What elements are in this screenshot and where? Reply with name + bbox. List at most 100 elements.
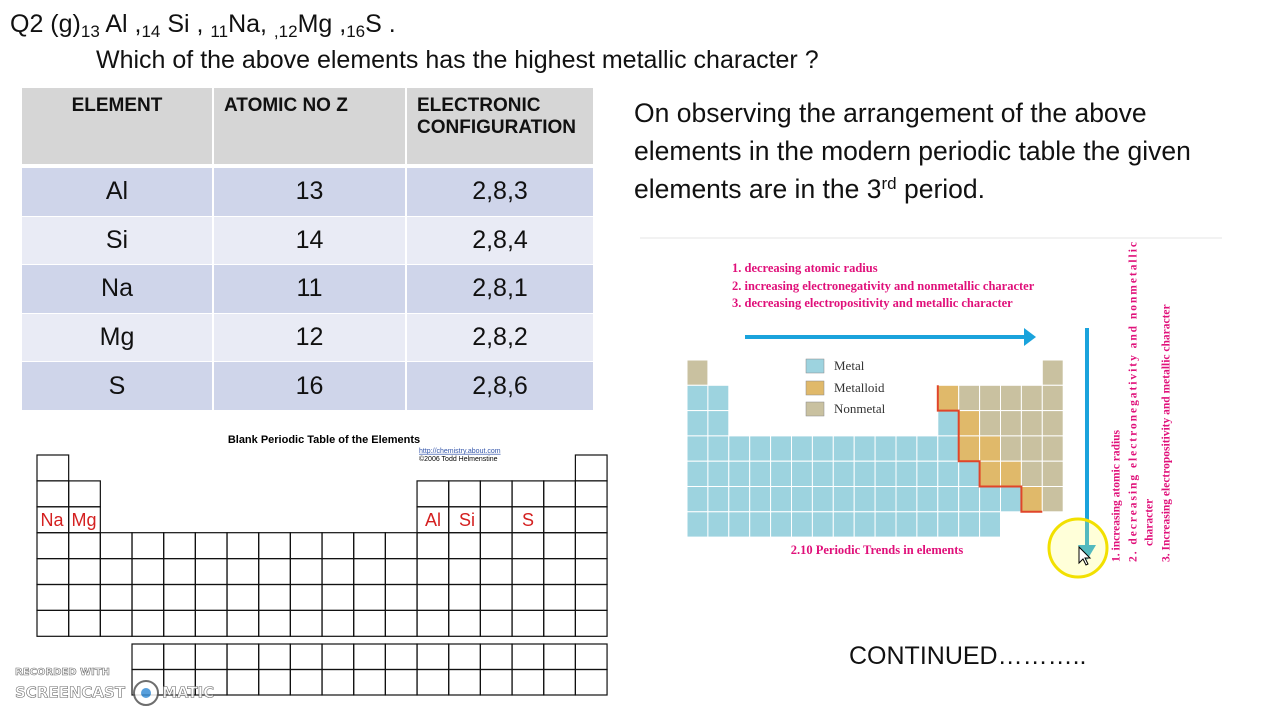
table-cell bbox=[811, 486, 834, 513]
table-cell bbox=[791, 486, 813, 513]
table-cell bbox=[686, 435, 709, 462]
table-cell bbox=[511, 480, 545, 508]
table-cell bbox=[416, 532, 450, 560]
table-cell bbox=[321, 557, 355, 586]
table-cell bbox=[99, 609, 133, 637]
table-cell bbox=[543, 583, 576, 611]
table-cell bbox=[99, 532, 133, 560]
table-cell bbox=[728, 511, 751, 538]
table-cell bbox=[99, 583, 133, 611]
legend-swatch bbox=[805, 401, 825, 417]
table-cell: 12 bbox=[213, 313, 407, 363]
table-cell bbox=[479, 609, 513, 637]
table-cell bbox=[289, 643, 323, 671]
question-element: S . bbox=[365, 10, 396, 38]
table-cell bbox=[226, 532, 260, 560]
question-line: Q2 (g)13 Al ,14 Si , 11Na, ,12Mg ,16S . bbox=[10, 10, 396, 42]
table-cell bbox=[131, 643, 165, 671]
table-cell: 2,8,3 bbox=[406, 166, 595, 217]
table-cell bbox=[543, 643, 576, 671]
table-cell bbox=[194, 643, 228, 671]
table-cell bbox=[958, 435, 981, 462]
table-cell bbox=[353, 668, 386, 696]
table-cell bbox=[226, 557, 260, 586]
table-cell bbox=[686, 359, 709, 386]
question-element: Si , bbox=[160, 10, 211, 38]
watermark: MATIC bbox=[162, 684, 214, 702]
table-cell: Al bbox=[22, 166, 214, 217]
table-cell bbox=[321, 583, 355, 611]
table-cell bbox=[874, 460, 897, 488]
table-cell bbox=[574, 454, 608, 482]
table-cell bbox=[728, 460, 751, 488]
table-cell bbox=[194, 583, 228, 611]
table-cell bbox=[686, 460, 709, 488]
table-cell bbox=[707, 460, 730, 488]
table-cell bbox=[574, 643, 608, 671]
table-cell bbox=[321, 668, 355, 696]
element-label: S bbox=[522, 510, 534, 530]
table-cell bbox=[979, 460, 1001, 488]
column-header: ATOMIC NO Z bbox=[213, 88, 407, 168]
table-cell bbox=[163, 532, 196, 560]
element-label: Si bbox=[459, 510, 475, 530]
metal-boundary bbox=[936, 385, 1043, 513]
table-cell bbox=[1020, 486, 1043, 513]
table-cell bbox=[707, 486, 730, 513]
legend-label: Metalloid bbox=[834, 380, 885, 395]
table-cell bbox=[574, 668, 608, 696]
table-cell bbox=[384, 609, 418, 637]
table-cell bbox=[384, 643, 418, 671]
table-cell bbox=[163, 557, 196, 586]
table-cell bbox=[791, 435, 813, 462]
table-cell bbox=[937, 384, 960, 412]
table-cell bbox=[937, 460, 960, 488]
table-cell bbox=[479, 557, 513, 586]
table-cell bbox=[353, 643, 386, 671]
question-prefix: Q2 (g) bbox=[10, 10, 81, 38]
column-header: ELECTRONIC CONFIGURATION bbox=[406, 88, 595, 168]
table-cell bbox=[1041, 359, 1064, 386]
table-cell bbox=[916, 460, 939, 488]
table-cell bbox=[68, 557, 101, 586]
table-cell: Na bbox=[22, 264, 214, 314]
table-cell bbox=[511, 643, 545, 671]
table-cell bbox=[479, 668, 513, 696]
table-cell: 14 bbox=[213, 216, 407, 266]
table-cell bbox=[958, 460, 981, 488]
table-cell bbox=[448, 609, 481, 637]
table-cell bbox=[384, 532, 418, 560]
table-cell bbox=[958, 511, 981, 538]
table-cell bbox=[448, 480, 481, 508]
table-cell bbox=[416, 557, 450, 586]
table-cell: 2,8,1 bbox=[406, 264, 595, 314]
table-cell bbox=[448, 532, 481, 560]
table-cell bbox=[832, 435, 855, 462]
table-cell bbox=[832, 511, 855, 538]
table-cell bbox=[384, 668, 418, 696]
table-cell bbox=[479, 583, 513, 611]
column-trend: 3. Increasing electropositivity and meta… bbox=[1161, 304, 1173, 562]
table-cell bbox=[448, 643, 481, 671]
table-cell bbox=[479, 506, 513, 534]
table-row: S 16 2,8,6 bbox=[22, 361, 595, 411]
table-cell bbox=[99, 557, 133, 586]
table-cell bbox=[511, 668, 545, 696]
table-cell bbox=[226, 643, 260, 671]
table-cell bbox=[416, 643, 450, 671]
table-cell bbox=[289, 609, 323, 637]
table-cell bbox=[937, 486, 960, 513]
table-cell bbox=[1000, 410, 1022, 437]
table-cell bbox=[728, 435, 751, 462]
table-cell: 2,8,2 bbox=[406, 313, 595, 363]
table-cell bbox=[321, 643, 355, 671]
table-cell bbox=[289, 532, 323, 560]
table-cell bbox=[131, 557, 165, 586]
table-cell bbox=[728, 486, 751, 513]
cursor-highlight bbox=[1047, 517, 1109, 579]
table-cell bbox=[958, 384, 981, 412]
table-cell: 2,8,4 bbox=[406, 216, 595, 266]
legend-swatch bbox=[805, 358, 825, 374]
question-subscript: 13 bbox=[80, 22, 100, 41]
